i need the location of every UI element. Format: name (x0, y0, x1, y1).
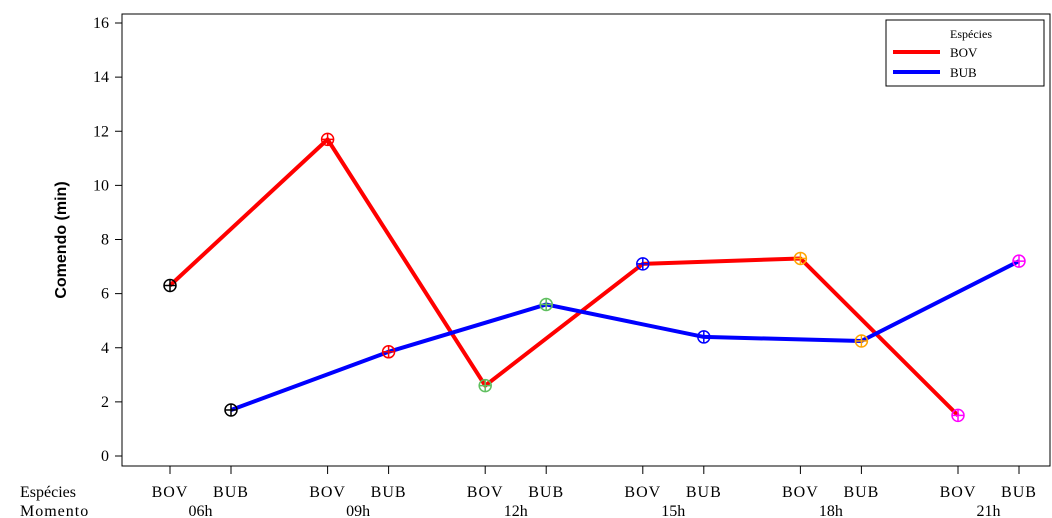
y-tick-label: 6 (101, 286, 109, 303)
data-point-bov (163, 278, 177, 293)
legend-title: Espécies (950, 27, 992, 41)
data-point-bub (381, 345, 396, 359)
y-tick-label: 0 (101, 448, 109, 465)
x-tick-label-species: BOV (940, 484, 977, 501)
y-tick-label: 4 (101, 340, 109, 357)
data-points (163, 132, 1026, 423)
x-tick-label-species: BOV (309, 484, 346, 501)
x-tick-label-species: BOV (467, 484, 504, 501)
x-tick-label-moment: 09h (346, 503, 370, 518)
data-point-bub (854, 334, 869, 348)
legend-label-bov: BOV (950, 45, 978, 60)
row-label-momento: Momento (20, 503, 89, 518)
data-point-bov (320, 132, 335, 147)
y-tick-label: 14 (93, 69, 109, 86)
x-tick-label-species: BOV (782, 484, 819, 501)
x-tick-label-moment: 21h (977, 503, 1001, 518)
data-point-bov (951, 408, 965, 423)
legend-label-bub: BUB (950, 65, 977, 80)
series-line-bub (230, 259, 1020, 412)
data-point-bub (697, 330, 711, 344)
data-point-bov (793, 251, 808, 266)
x-tick-label-species: BUB (371, 484, 407, 501)
x-tick-label-species: BUB (528, 484, 564, 501)
row-label-especies: Espécies (20, 484, 76, 501)
series-lines (168, 137, 1020, 417)
x-tick-label-moment: 15h (661, 503, 685, 518)
y-tick-label: 8 (101, 232, 109, 249)
y-axis: 0 2 4 6 8 10 12 14 16 (93, 15, 122, 465)
data-point-bov (636, 257, 650, 271)
x-tick-label-species: BUB (213, 484, 249, 501)
x-tick-label-moment: 18h (819, 503, 843, 518)
data-point-bov (478, 378, 492, 393)
x-tick-label-species: BOV (624, 484, 661, 501)
data-point-bub (539, 297, 553, 312)
data-point-bub (1012, 254, 1026, 268)
x-tick-label-species: BUB (1001, 484, 1037, 501)
y-tick-label: 16 (93, 15, 109, 32)
x-tick-label-moment: 12h (504, 503, 528, 518)
y-axis-label: Comendo (min) (53, 181, 70, 298)
y-tick-label: 10 (93, 177, 109, 194)
x-tick-label-species: BUB (843, 484, 879, 501)
legend: Espécies BOV BUB (885, 19, 1045, 87)
x-tick-label-species: BUB (686, 484, 722, 501)
y-tick-label: 2 (101, 394, 109, 411)
y-tick-label: 12 (93, 123, 109, 140)
series-line-bov (168, 137, 960, 417)
x-tick-label-species: BOV (152, 484, 189, 501)
data-point-bub (224, 403, 238, 417)
x-tick-label-moment: 06h (189, 503, 213, 518)
